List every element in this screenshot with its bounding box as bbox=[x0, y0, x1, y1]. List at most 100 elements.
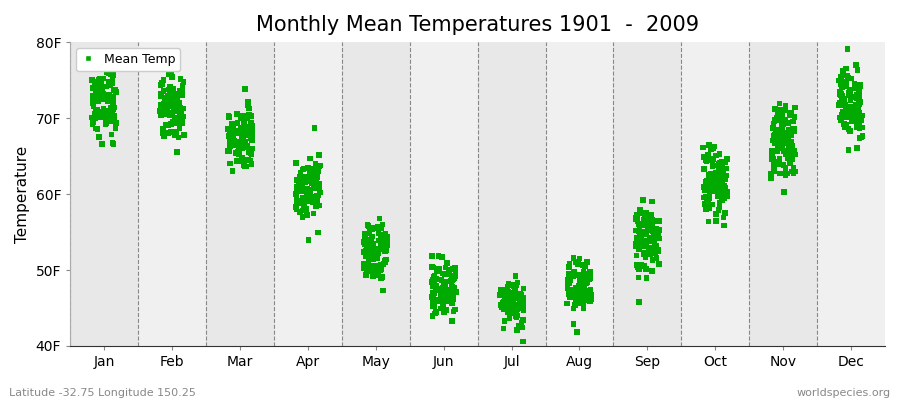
Point bbox=[364, 234, 379, 240]
Point bbox=[706, 173, 721, 180]
Point bbox=[439, 260, 454, 266]
Point bbox=[154, 112, 168, 118]
Point bbox=[573, 295, 588, 301]
Point bbox=[851, 111, 866, 117]
Point bbox=[840, 106, 854, 112]
Point bbox=[236, 142, 250, 148]
Point bbox=[783, 141, 797, 147]
Point bbox=[374, 275, 388, 281]
Point bbox=[717, 195, 732, 201]
Bar bbox=[681, 42, 749, 346]
Point bbox=[445, 278, 459, 284]
Point bbox=[365, 256, 380, 262]
Point bbox=[307, 196, 321, 202]
Point bbox=[365, 233, 380, 240]
Point bbox=[435, 292, 449, 298]
Point bbox=[777, 121, 791, 127]
Point bbox=[847, 85, 861, 91]
Point bbox=[375, 221, 390, 228]
Point bbox=[436, 280, 451, 286]
Point bbox=[701, 178, 716, 185]
Point bbox=[224, 125, 238, 132]
Point bbox=[764, 170, 778, 177]
Point bbox=[94, 90, 108, 96]
Point bbox=[632, 246, 646, 252]
Point bbox=[104, 105, 118, 112]
Point bbox=[712, 161, 726, 167]
Point bbox=[642, 223, 656, 230]
Point bbox=[230, 130, 245, 137]
Point bbox=[293, 200, 308, 207]
Point bbox=[515, 324, 529, 331]
Point bbox=[786, 170, 800, 176]
Point bbox=[785, 139, 799, 146]
Point bbox=[158, 97, 172, 103]
Point bbox=[645, 217, 660, 223]
Point bbox=[245, 122, 259, 129]
Point bbox=[842, 147, 856, 153]
Point bbox=[447, 284, 462, 290]
Point bbox=[86, 103, 101, 109]
Point bbox=[447, 275, 462, 282]
Point bbox=[702, 191, 716, 198]
Point bbox=[436, 294, 450, 300]
Point bbox=[646, 236, 661, 242]
Point bbox=[164, 129, 178, 135]
Point bbox=[843, 97, 858, 103]
Point bbox=[378, 240, 392, 246]
Point bbox=[432, 268, 446, 274]
Point bbox=[837, 113, 851, 120]
Point bbox=[632, 222, 646, 228]
Point bbox=[234, 127, 248, 134]
Point bbox=[833, 116, 848, 122]
Point bbox=[448, 306, 463, 313]
Point bbox=[644, 238, 659, 244]
Point bbox=[706, 188, 720, 194]
Point bbox=[85, 77, 99, 83]
Point bbox=[237, 162, 251, 169]
Point bbox=[504, 303, 518, 310]
Point bbox=[159, 95, 174, 101]
Point bbox=[839, 78, 853, 85]
Point bbox=[506, 282, 520, 289]
Point bbox=[705, 187, 719, 194]
Bar bbox=[410, 42, 478, 346]
Point bbox=[632, 274, 646, 280]
Point bbox=[170, 104, 184, 110]
Point bbox=[101, 92, 115, 99]
Point bbox=[704, 177, 718, 184]
Point bbox=[507, 299, 521, 306]
Bar bbox=[545, 42, 614, 346]
Point bbox=[637, 222, 652, 229]
Point bbox=[295, 214, 310, 220]
Point bbox=[768, 116, 782, 123]
Point bbox=[630, 211, 644, 218]
Point bbox=[639, 221, 653, 227]
Point bbox=[509, 282, 524, 288]
Point bbox=[428, 272, 442, 279]
Point bbox=[638, 213, 652, 220]
Point bbox=[841, 109, 855, 115]
Point bbox=[104, 71, 118, 77]
Point bbox=[701, 157, 716, 164]
Point bbox=[357, 249, 372, 255]
Point bbox=[717, 222, 732, 229]
Point bbox=[298, 197, 312, 203]
Point bbox=[697, 154, 711, 160]
Point bbox=[835, 81, 850, 87]
Point bbox=[237, 120, 251, 126]
Point bbox=[767, 162, 781, 168]
Point bbox=[244, 113, 258, 119]
Point bbox=[169, 108, 184, 114]
Point bbox=[238, 164, 252, 170]
Point bbox=[631, 264, 645, 270]
Point bbox=[503, 281, 517, 288]
Point bbox=[427, 264, 441, 271]
Point bbox=[378, 258, 392, 264]
Point bbox=[226, 126, 240, 132]
Point bbox=[652, 261, 666, 267]
Point bbox=[436, 284, 450, 291]
Point bbox=[569, 258, 583, 265]
Point bbox=[633, 222, 647, 229]
Point bbox=[294, 188, 309, 195]
